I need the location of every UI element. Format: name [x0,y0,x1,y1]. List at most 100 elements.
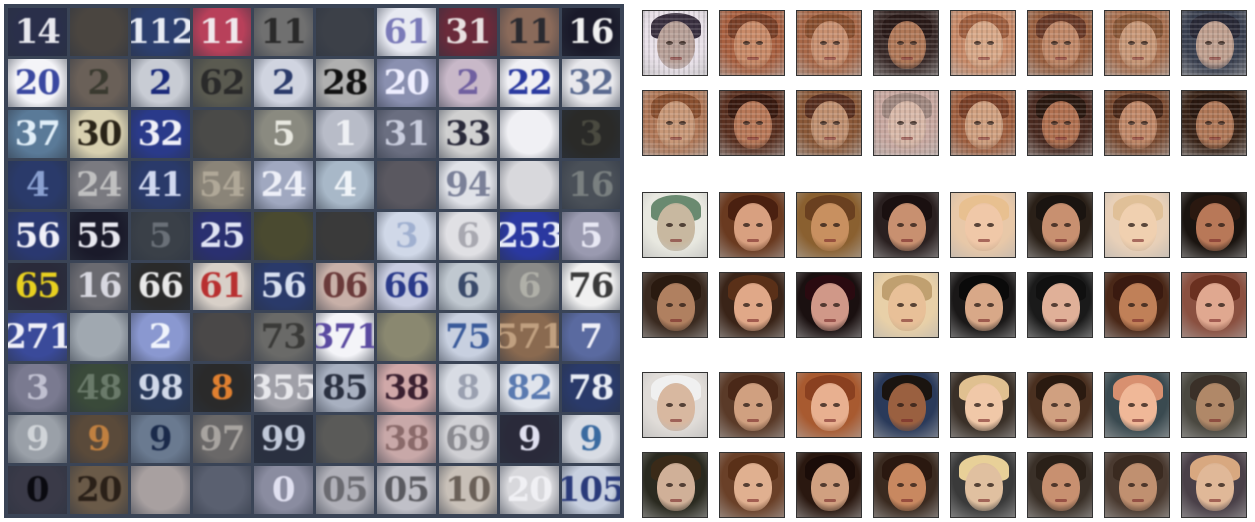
digit-tile: 28 [315,58,374,107]
face-skin [965,463,1003,511]
digit-tile: 20 [8,58,67,107]
face-sample-image [1104,372,1170,438]
face-mouth [747,239,759,242]
face-eye-left [974,403,981,407]
face-eye-right [756,223,763,227]
digit-tile: 94 [438,160,497,209]
face-sample-image [796,372,862,438]
face-eye-right [910,41,917,45]
face-skin [965,21,1003,69]
digit-text: 4 [333,164,357,205]
face-mouth [1055,57,1067,60]
digit-tile [377,313,436,362]
face-eye-left [1128,483,1135,487]
face-skin [888,203,926,251]
digit-tile: 9 [131,415,190,464]
face-eye-left [974,121,981,125]
face-sample-image [796,90,862,156]
face-eye-right [910,403,917,407]
digit-tile: 2 [438,58,497,107]
face-hair [805,93,855,119]
face-mouth [978,419,990,422]
face-mouth [747,499,759,502]
face-eye-right [987,223,994,227]
face-skin [888,101,926,149]
face-eye-left [666,483,673,487]
digit-tile: 9 [69,415,128,464]
face-eye-right [679,483,686,487]
face-mouth [1209,239,1221,242]
face-eye-left [1205,121,1212,125]
digit-tile: 25 [192,211,251,260]
face-skin [1042,463,1080,511]
digit-tile [69,313,128,362]
face-eye-right [679,121,686,125]
digit-tile: 3 [8,364,67,413]
face-eye-right [1218,483,1225,487]
face-sample-image [950,372,1016,438]
face-sample-image [950,192,1016,258]
digit-text: 76 [568,266,614,307]
digit-tile: 65 [8,262,67,311]
digit-tile [500,160,559,209]
face-eye-right [1141,223,1148,227]
face-mouth [670,319,682,322]
face-mouth [1132,239,1144,242]
face-eye-left [1128,41,1135,45]
face-eye-right [1064,483,1071,487]
digit-tile: 73 [254,313,313,362]
digit-tile: 11 [192,8,251,56]
digit-text: 11 [260,11,307,52]
digit-text: 66 [137,266,184,307]
face-skin [1042,383,1080,431]
face-skin [811,283,849,331]
face-sample-image [719,90,785,156]
digit-tile [69,8,128,56]
digit-tile: 10 [438,466,497,514]
digit-text: 5 [271,113,296,154]
digit-tile: 5 [131,211,190,260]
digit-text: 11 [199,11,245,52]
face-mouth [1209,137,1221,140]
face-skin [888,21,926,69]
digit-tile: 76 [561,262,620,311]
digit-text: 11 [506,11,553,52]
digit-tile: 9 [561,415,620,464]
face-mouth [824,499,836,502]
face-eye-right [679,41,686,45]
face-eye-right [910,121,917,125]
face-mouth [1055,239,1067,242]
face-eye-left [1051,483,1058,487]
face-skin [965,101,1003,149]
digit-tile: 56 [254,262,313,311]
digit-tile: 41 [131,160,190,209]
digit-text: 6 [456,215,480,256]
face-eye-left [1205,483,1212,487]
digit-tile: 2 [69,58,128,107]
digit-tile: 371 [315,313,374,362]
face-mouth [1209,419,1221,422]
face-eye-right [1141,483,1148,487]
digit-text: 99 [260,419,307,460]
face-eye-right [1141,121,1148,125]
face-eye-left [897,403,904,407]
digit-tile: 30 [69,109,128,158]
digit-tile [315,8,374,56]
digit-tile: 55 [69,211,128,260]
digit-text: 2 [87,62,111,103]
digit-text: 94 [445,164,491,205]
face-mouth [824,57,836,60]
digit-tile: 0 [8,466,67,514]
face-eye-right [679,223,686,227]
face-eye-left [1051,403,1058,407]
digit-text: 20 [76,470,122,511]
digit-tile: 16 [561,8,620,56]
face-skin [811,101,849,149]
digit-text: 25 [199,215,245,256]
face-eye-left [820,303,827,307]
face-sample-image [873,192,939,258]
face-mouth [747,319,759,322]
digit-tile: 6 [438,262,497,311]
face-mouth [978,319,990,322]
face-sample-image [950,272,1016,338]
